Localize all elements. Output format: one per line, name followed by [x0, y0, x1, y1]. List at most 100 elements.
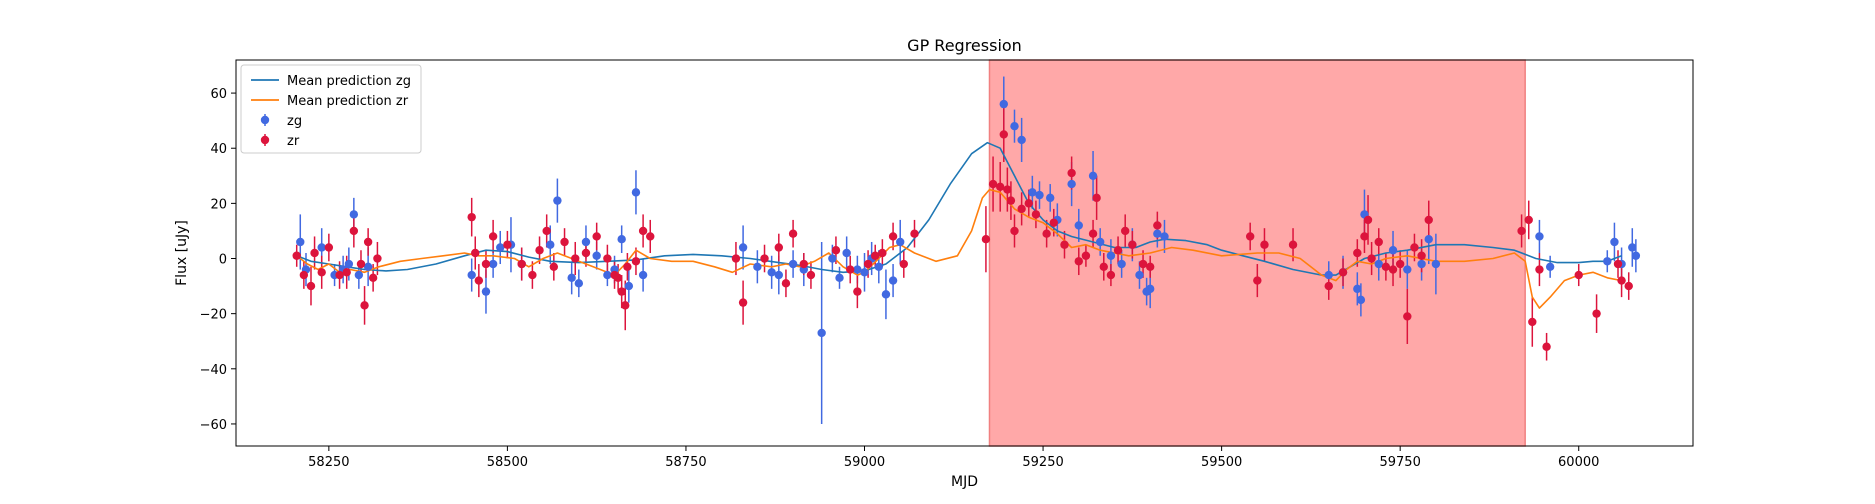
legend-box: [240, 64, 422, 154]
data-point-zr: [299, 270, 309, 280]
data-point-zr: [1017, 204, 1026, 214]
data-point-zr: [324, 243, 334, 252]
data-point-zg: [1535, 232, 1544, 241]
data-point-zg: [828, 254, 837, 263]
x-tick-label: 58750: [665, 455, 706, 470]
data-point-zr: [1099, 262, 1108, 271]
data-point-zr: [831, 246, 841, 255]
data-point-zr: [1617, 276, 1626, 285]
data-point-zg: [842, 248, 851, 258]
data-point-zg: [592, 251, 601, 260]
data-point-zg: [1631, 251, 1641, 260]
tick-layer: 58250 58500 58750 59000 59250 59500 59750 60000…: [200, 87, 1600, 470]
y-tick-label: 60: [210, 87, 227, 102]
data-point-zr: [1113, 246, 1123, 255]
data-point-zr: [360, 301, 369, 310]
data-point-zr: [1624, 281, 1633, 291]
data-point-zr: [1574, 270, 1583, 280]
data-point-zr: [1410, 243, 1419, 252]
data-point-zr: [1417, 251, 1426, 260]
data-point-zr: [560, 237, 569, 247]
data-point-zg: [1356, 295, 1366, 305]
data-point-zr: [1424, 215, 1433, 225]
data-point-zg: [1010, 121, 1019, 131]
data-point-zr: [1535, 265, 1544, 274]
data-point-zr: [988, 179, 998, 189]
data-point-zr: [1524, 215, 1533, 225]
data-point-zr: [603, 254, 612, 263]
data-point-zr: [1260, 240, 1269, 249]
data-point-zr: [1374, 237, 1383, 247]
data-point-zr: [517, 259, 526, 269]
data-point-zg: [999, 99, 1008, 109]
data-point-zr: [1010, 226, 1019, 236]
data-point-zr: [774, 243, 784, 252]
legend-label-zr-points: zr: [287, 134, 300, 149]
data-point-zr: [592, 232, 601, 241]
prediction-line-zr: [296, 188, 1622, 309]
legend-label-zg-line: Mean prediction zg: [287, 74, 411, 89]
data-point-zg: [488, 259, 498, 269]
data-point-zg: [354, 270, 364, 280]
data-point-zg: [1145, 284, 1155, 294]
data-point-zr: [467, 212, 476, 222]
data-point-zg: [296, 237, 305, 247]
y-tick-label: −20: [200, 308, 227, 323]
legend-label-zr-line: Mean prediction zr: [287, 94, 409, 109]
x-axis-label: MJD: [951, 474, 978, 490]
data-point-zr: [1003, 185, 1012, 194]
data-point-zr: [535, 246, 544, 255]
data-point-zg: [1106, 251, 1116, 260]
x-tick-label: 58250: [308, 455, 349, 470]
data-point-zg: [1160, 232, 1169, 241]
data-point-zr: [1613, 259, 1623, 269]
data-point-zr: [571, 254, 580, 263]
data-point-zr: [317, 268, 326, 277]
data-point-zr: [1363, 215, 1373, 225]
data-point-zg: [817, 328, 826, 338]
data-point-zg: [896, 237, 905, 247]
data-point-zg: [546, 240, 555, 249]
data-point-zg: [1403, 265, 1412, 274]
data-point-zr: [1360, 232, 1369, 241]
data-point-zg: [1046, 193, 1055, 203]
data-point-zr: [349, 226, 359, 236]
data-point-zg: [481, 287, 491, 296]
data-point-zg: [581, 237, 591, 247]
data-point-zr: [1253, 276, 1262, 285]
data-point-zg: [1088, 171, 1098, 180]
data-point-zr: [542, 226, 551, 236]
data-point-zr: [623, 262, 632, 271]
data-point-zr: [481, 259, 491, 269]
data-point-zr: [1324, 281, 1333, 291]
data-point-zr: [760, 254, 769, 263]
data-point-zr: [1338, 268, 1348, 277]
data-point-zr: [1592, 309, 1601, 318]
data-point-zr: [1049, 218, 1058, 227]
data-point-zg: [1417, 259, 1426, 269]
data-point-zr: [342, 268, 351, 277]
data-point-zg: [1135, 270, 1144, 280]
data-point-zg: [553, 196, 562, 205]
y-axis-label: Flux [uJy]: [174, 220, 190, 286]
data-point-zg: [638, 270, 648, 280]
data-point-zr: [471, 248, 480, 258]
data-point-zr: [1088, 229, 1098, 238]
x-tick-label: 59500: [1201, 455, 1242, 470]
data-point-zr: [871, 251, 880, 260]
x-tick-label: 59250: [1022, 455, 1063, 470]
data-point-zg: [567, 273, 576, 283]
data-point-zr: [1060, 240, 1069, 249]
data-point-zg: [881, 290, 891, 299]
data-point-zr: [738, 298, 748, 307]
x-tick-label: 59000: [844, 455, 885, 470]
data-point-zr: [888, 232, 898, 241]
data-point-zg: [1324, 270, 1333, 280]
data-point-zr: [1153, 221, 1162, 230]
data-point-zr: [1074, 257, 1083, 266]
y-tick-label: −40: [200, 363, 227, 378]
data-point-zr: [292, 251, 301, 260]
data-point-zr: [981, 235, 991, 244]
data-point-layer: [292, 99, 1641, 351]
chart-title: GP Regression: [907, 36, 1022, 55]
